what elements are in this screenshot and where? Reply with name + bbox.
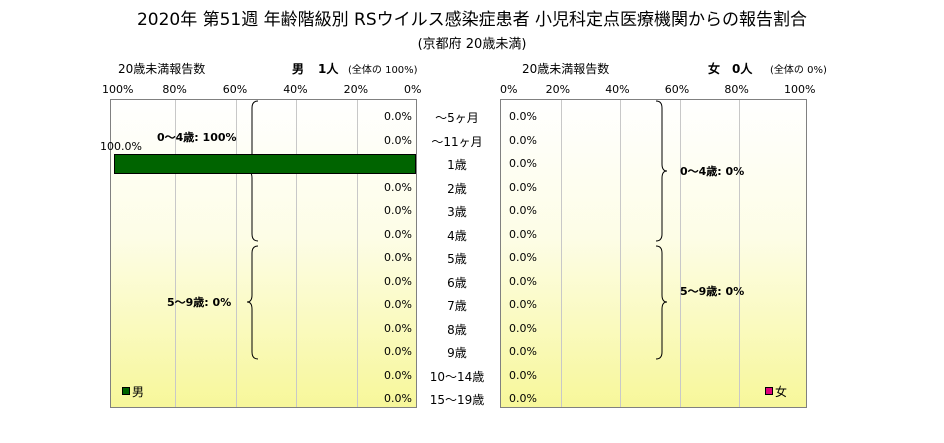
male-tick-label: 0% <box>404 83 422 96</box>
female-brace-0-4 <box>655 100 668 242</box>
female-tick-label: 20% <box>545 83 571 96</box>
male-value-label: 0.0% <box>384 180 412 194</box>
chart-subtitle: (京都府 20歳未満) <box>417 37 527 52</box>
female-brace-5-9 <box>655 245 668 360</box>
female-value-label: 0.0% <box>509 345 537 358</box>
male-gridline <box>296 100 298 407</box>
male-group-0-4-label: 0～4歳: 100% <box>157 131 237 144</box>
male-count-label: 1人 <box>318 62 339 76</box>
age-label: 10～14歳 <box>429 369 485 384</box>
male-plot-area <box>110 99 417 408</box>
male-value-label: 0.0% <box>384 227 412 241</box>
female-value-label: 0.0% <box>509 298 537 311</box>
age-label: 1歳 <box>447 158 467 172</box>
male-report-label: 20歳未満報告数 <box>118 62 206 76</box>
male-gridline <box>175 100 177 407</box>
male-tick-label: 60% <box>222 83 248 96</box>
male-tick-label: 100% <box>102 83 134 96</box>
male-legend-swatch <box>122 387 130 395</box>
female-value-label: 0.0% <box>509 133 537 147</box>
male-tick-label: 80% <box>162 83 187 96</box>
age-label: 6歳 <box>447 275 467 290</box>
chart-title: 2020年 第51週 年齢階級別 RSウイルス感染症患者 小児科定点医療機関から… <box>136 10 808 30</box>
female-gridline <box>620 100 622 407</box>
age-label: 8歳 <box>447 322 467 337</box>
female-share-label: (全体の 0%) <box>770 65 827 76</box>
female-gridline <box>739 100 741 407</box>
age-label: 15～19歳 <box>429 393 485 407</box>
female-legend-swatch <box>765 387 773 395</box>
male-value-label: 0.0% <box>384 321 412 335</box>
male-tick-label: 40% <box>283 83 308 96</box>
female-value-label: 0.0% <box>509 180 537 194</box>
female-legend-label: 女 <box>775 385 788 399</box>
age-label: 4歳 <box>447 228 467 243</box>
female-gridline <box>679 100 681 407</box>
male-tick-label: 20% <box>343 83 369 96</box>
female-value-label: 0.0% <box>509 274 537 288</box>
male-value-label: 0.0% <box>384 392 412 405</box>
female-tick-label: 100% <box>784 83 816 96</box>
female-value-label: 0.0% <box>509 251 537 264</box>
male-value-label: 0.0% <box>384 368 412 382</box>
male-legend: 男 <box>122 383 144 400</box>
female-group-0-4-label: 0～4歳: 0% <box>680 165 745 178</box>
female-group-5-9-label: 5～9歳: 0% <box>680 285 745 298</box>
female-report-label: 20歳未満報告数 <box>522 62 610 76</box>
male-value-label: 100.0% <box>100 140 142 153</box>
male-legend-label: 男 <box>132 385 145 399</box>
male-value-label: 0.0% <box>384 133 412 147</box>
male-bar <box>114 154 416 174</box>
male-group-5-9-label: 5～9歳: 0% <box>167 296 232 309</box>
age-label: 7歳 <box>447 299 467 313</box>
male-brace-5-9 <box>246 245 259 360</box>
female-legend: 女 <box>765 383 787 400</box>
female-tick-label: 40% <box>605 83 630 96</box>
female-value-label: 0.0% <box>509 368 537 382</box>
female-value-label: 0.0% <box>509 227 537 241</box>
female-value-label: 0.0% <box>509 321 537 335</box>
age-label: ～5ヶ月 <box>435 111 479 125</box>
age-label: 2歳 <box>447 181 467 196</box>
male-value-label: 0.0% <box>384 345 412 358</box>
male-value-label: 0.0% <box>384 274 412 288</box>
male-value-label: 0.0% <box>384 110 412 123</box>
male-gridline <box>235 100 237 407</box>
female-tick-label: 60% <box>664 83 690 96</box>
female-sex-label: 女 <box>708 62 721 76</box>
male-gridline <box>356 100 358 407</box>
female-count-label: 0人 <box>732 62 753 76</box>
male-value-label: 0.0% <box>384 298 412 311</box>
age-label: 9歳 <box>447 346 467 360</box>
female-tick-label: 0% <box>500 83 518 96</box>
male-value-label: 0.0% <box>384 251 412 264</box>
female-value-label: 0.0% <box>509 204 537 217</box>
female-value-label: 0.0% <box>509 110 537 123</box>
female-value-label: 0.0% <box>509 392 537 405</box>
female-tick-label: 80% <box>724 83 749 96</box>
female-gridline <box>560 100 562 407</box>
age-label: ～11ヶ月 <box>431 134 483 149</box>
age-label: 3歳 <box>447 205 467 219</box>
female-plot-area <box>500 99 807 408</box>
male-share-label: (全体の 100%) <box>348 65 418 76</box>
age-label: 5歳 <box>447 252 467 266</box>
male-sex-label: 男 <box>292 62 305 76</box>
female-value-label: 0.0% <box>509 157 537 170</box>
male-value-label: 0.0% <box>384 204 412 217</box>
